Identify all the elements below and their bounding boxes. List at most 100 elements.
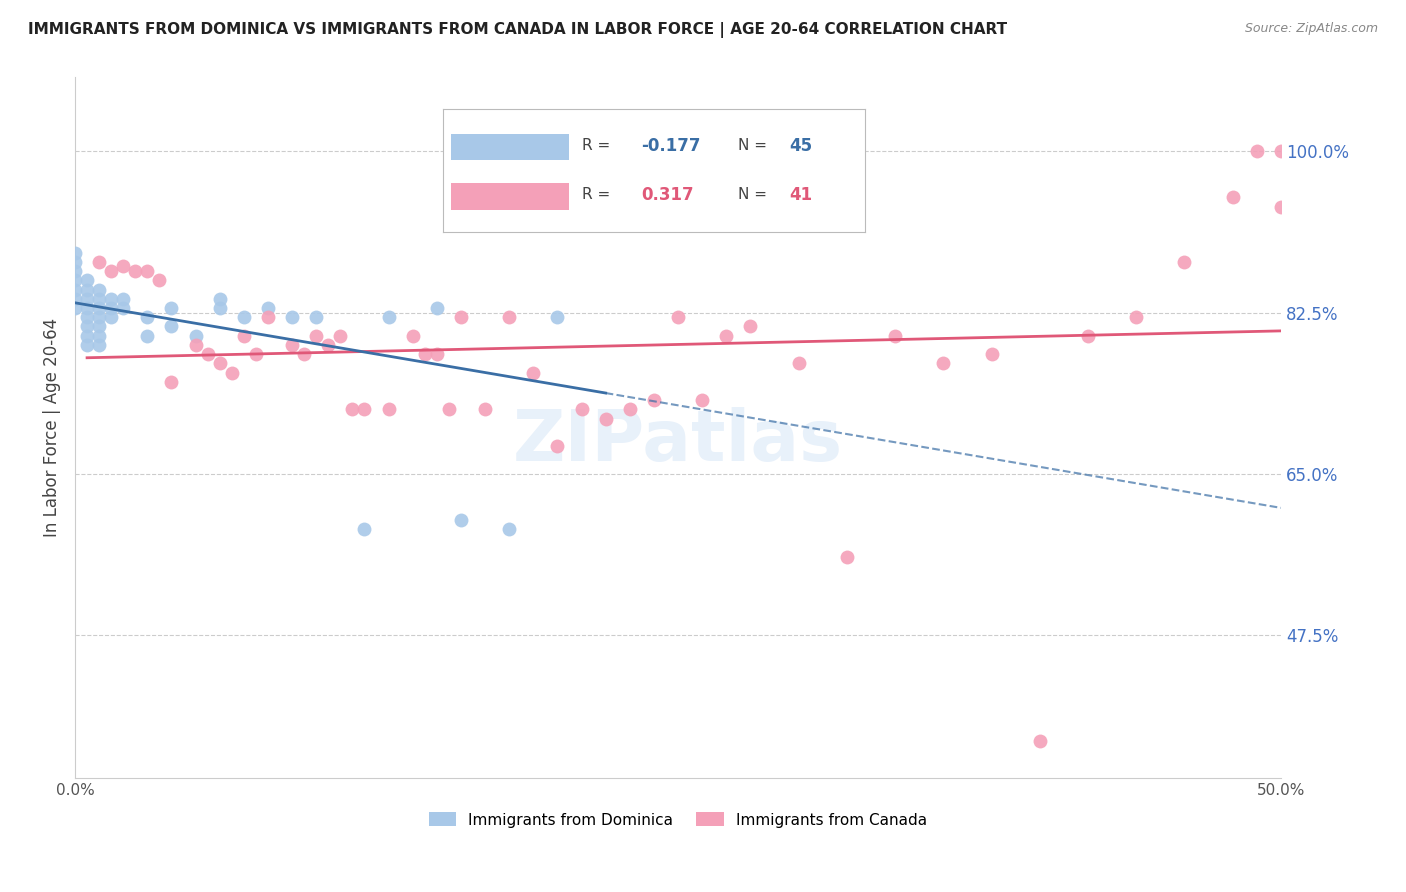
Point <box>619 402 641 417</box>
Point <box>63 292 86 306</box>
Point <box>232 328 254 343</box>
Point <box>136 310 159 325</box>
Point <box>208 292 231 306</box>
Point <box>450 310 472 325</box>
Point <box>1222 190 1244 204</box>
Point <box>112 292 135 306</box>
Point <box>89 319 111 334</box>
Point <box>522 366 544 380</box>
Text: Source: ZipAtlas.com: Source: ZipAtlas.com <box>1244 22 1378 36</box>
Point <box>160 301 183 315</box>
Point <box>100 292 122 306</box>
Point <box>437 402 460 417</box>
Point <box>245 347 267 361</box>
Point <box>112 260 135 274</box>
Point <box>787 356 810 370</box>
Point <box>884 328 907 343</box>
Point <box>63 245 86 260</box>
Point <box>450 513 472 527</box>
Point <box>932 356 955 370</box>
Point <box>89 283 111 297</box>
Point <box>100 310 122 325</box>
Point <box>1173 255 1195 269</box>
Point <box>89 310 111 325</box>
Point <box>63 255 86 269</box>
Point <box>89 255 111 269</box>
Point <box>498 310 520 325</box>
Point <box>316 338 339 352</box>
Point <box>498 522 520 536</box>
Point <box>281 310 304 325</box>
Point <box>281 338 304 352</box>
Point <box>232 310 254 325</box>
Point <box>402 328 425 343</box>
Point <box>426 301 449 315</box>
Point <box>160 319 183 334</box>
Point <box>740 319 762 334</box>
Point <box>413 347 436 361</box>
Point <box>546 439 568 453</box>
Point <box>89 328 111 343</box>
Point <box>89 292 111 306</box>
Point <box>353 522 375 536</box>
Point <box>353 402 375 417</box>
Point <box>1125 310 1147 325</box>
Point <box>595 218 617 232</box>
Point <box>136 328 159 343</box>
Point <box>305 328 328 343</box>
Point <box>546 310 568 325</box>
Point <box>571 402 593 417</box>
Point <box>208 301 231 315</box>
Y-axis label: In Labor Force | Age 20-64: In Labor Force | Age 20-64 <box>44 318 60 537</box>
Point <box>76 292 98 306</box>
Point <box>63 301 86 315</box>
Point <box>100 301 122 315</box>
Point <box>1246 145 1268 159</box>
Point <box>1077 328 1099 343</box>
Point <box>76 310 98 325</box>
Point <box>184 328 207 343</box>
Point <box>136 264 159 278</box>
Point <box>100 264 122 278</box>
Point <box>1029 734 1052 748</box>
Point <box>1270 145 1292 159</box>
Point <box>112 301 135 315</box>
Point <box>76 273 98 287</box>
Point <box>124 264 146 278</box>
Point <box>716 328 738 343</box>
Point <box>76 338 98 352</box>
Point <box>1270 200 1292 214</box>
Point <box>329 328 352 343</box>
Point <box>63 264 86 278</box>
Point <box>257 310 280 325</box>
Point <box>305 310 328 325</box>
Point <box>184 338 207 352</box>
Point <box>595 411 617 425</box>
Point <box>197 347 219 361</box>
Point <box>474 402 496 417</box>
Point <box>76 283 98 297</box>
Text: IMMIGRANTS FROM DOMINICA VS IMMIGRANTS FROM CANADA IN LABOR FORCE | AGE 20-64 CO: IMMIGRANTS FROM DOMINICA VS IMMIGRANTS F… <box>28 22 1007 38</box>
Point <box>426 347 449 361</box>
Point <box>377 310 399 325</box>
Point <box>63 273 86 287</box>
Point <box>63 283 86 297</box>
Point <box>257 301 280 315</box>
Point <box>76 319 98 334</box>
Point <box>666 310 689 325</box>
Point <box>643 393 665 408</box>
Legend: Immigrants from Dominica, Immigrants from Canada: Immigrants from Dominica, Immigrants fro… <box>423 806 934 834</box>
Point <box>148 273 170 287</box>
Point <box>342 402 364 417</box>
Point <box>76 301 98 315</box>
Point <box>690 393 713 408</box>
Point <box>89 301 111 315</box>
Point <box>76 328 98 343</box>
Point <box>160 375 183 389</box>
Point <box>221 366 243 380</box>
Point <box>377 402 399 417</box>
Point <box>208 356 231 370</box>
Point <box>89 338 111 352</box>
Point <box>292 347 315 361</box>
Text: ZIPatlas: ZIPatlas <box>513 408 844 476</box>
